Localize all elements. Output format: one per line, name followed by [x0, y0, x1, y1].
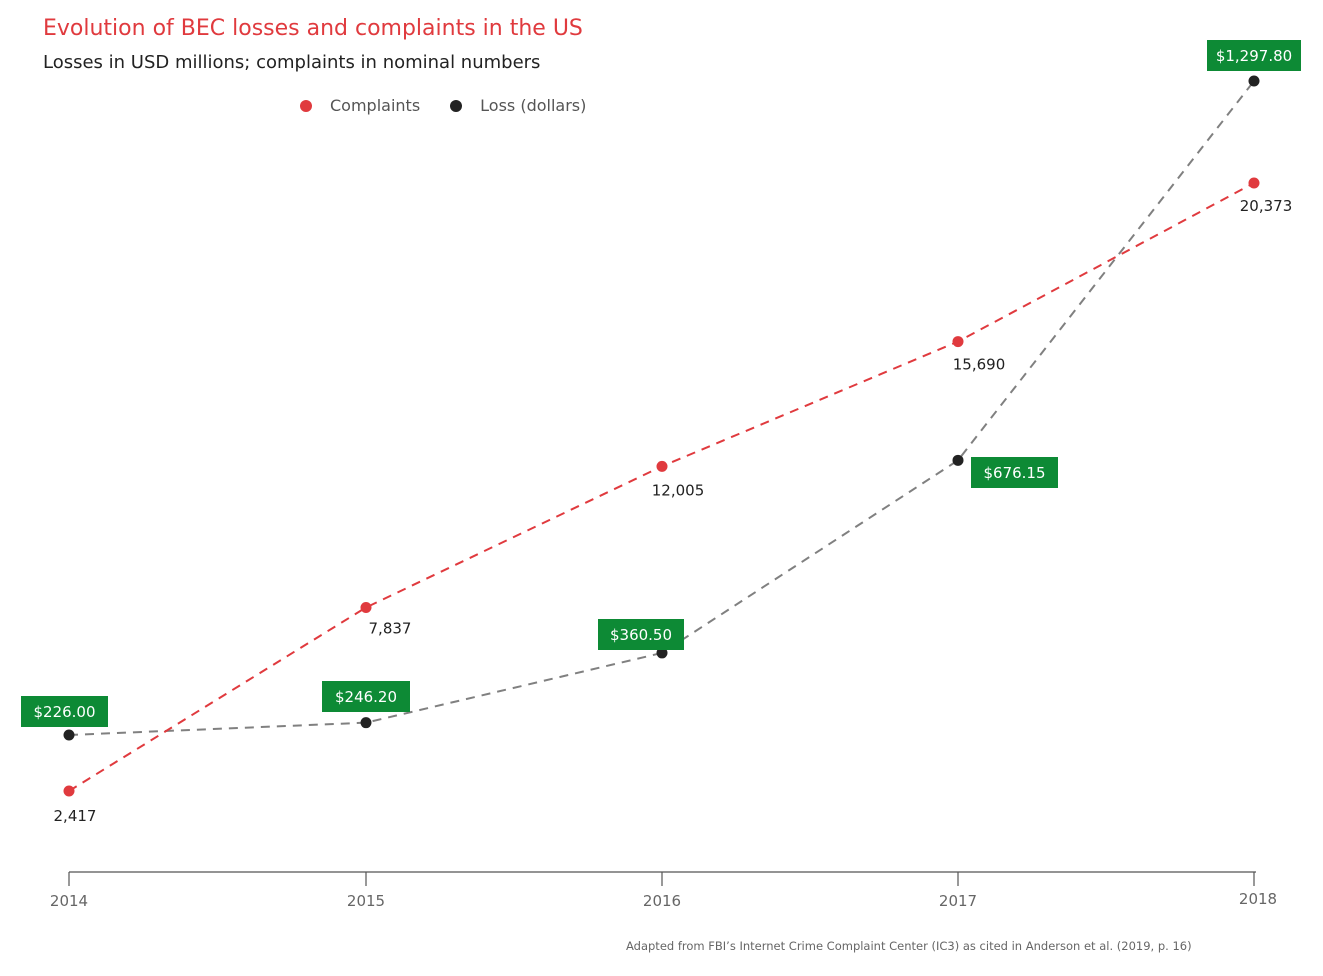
complaints-data-label: 2,417	[54, 807, 97, 825]
loss-data-label: $676.15	[983, 464, 1045, 482]
series-line-loss	[68, 80, 1255, 736]
chart-title: Evolution of BEC losses and complaints i…	[43, 16, 583, 41]
complaints-data-label: 7,837	[369, 619, 412, 637]
x-tick-label: 2017	[939, 892, 977, 910]
legend-label-loss: Loss (dollars)	[480, 96, 587, 115]
loss-data-label: $246.20	[335, 688, 397, 706]
complaints-data-label: 15,690	[953, 356, 1006, 374]
x-tick-label: 2016	[643, 892, 681, 910]
loss-point	[656, 647, 668, 659]
loss-label-box	[1207, 40, 1301, 71]
x-tick-label: 2015	[347, 892, 385, 910]
loss-label-box	[21, 696, 108, 727]
x-tick-label: 2018	[1239, 890, 1277, 908]
complaints-point	[952, 336, 964, 348]
legend-item-loss: Loss (dollars)	[450, 96, 586, 115]
loss-data-label: $1,297.80	[1216, 47, 1292, 65]
complaints-point	[656, 460, 668, 472]
loss-point	[63, 729, 75, 741]
loss-data-label: $360.50	[610, 626, 672, 644]
legend-marker-loss	[450, 99, 463, 112]
loss-label-box	[598, 619, 684, 650]
complaints-point	[63, 785, 75, 797]
loss-point	[952, 454, 964, 466]
complaints-point	[360, 601, 372, 613]
source-note: Adapted from FBI’s Internet Crime Compla…	[626, 939, 1192, 953]
loss-data-label: $226.00	[33, 703, 95, 721]
legend-item-complaints: Complaints	[300, 96, 420, 115]
complaints-data-label: 12,005	[652, 481, 705, 499]
complaints-data-label: 20,373	[1240, 197, 1293, 215]
legend: Complaints Loss (dollars)	[300, 96, 616, 115]
legend-marker-complaints	[300, 99, 312, 112]
legend-label-complaints: Complaints	[330, 96, 421, 115]
complaints-point	[1248, 177, 1260, 189]
x-tick-label: 2014	[50, 892, 88, 910]
chart-subtitle: Losses in USD millions; complaints in no…	[43, 52, 541, 73]
loss-point	[1248, 75, 1260, 87]
loss-point	[360, 717, 372, 729]
loss-label-box	[322, 681, 410, 712]
loss-label-box	[971, 457, 1058, 488]
